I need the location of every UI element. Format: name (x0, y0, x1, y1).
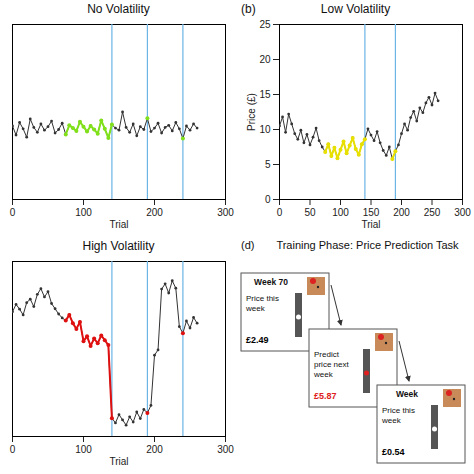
html-text:Training Phase: Price Predicti: Training Phase: Price Prediction Task (276, 239, 459, 251)
svg-text:week: week (245, 304, 266, 313)
svg-text:10: 10 (259, 124, 271, 135)
svg-text:250: 250 (424, 207, 441, 218)
svg-text:0: 0 (10, 444, 16, 455)
svg-text:100: 100 (332, 207, 349, 218)
html-text:No Volatility: No Volatility (87, 2, 150, 16)
svg-text:50: 50 (304, 207, 316, 218)
svg-text:300: 300 (454, 207, 471, 218)
svg-text:150: 150 (363, 207, 380, 218)
svg-text:5: 5 (265, 159, 271, 170)
svg-text:price next: price next (314, 360, 349, 369)
html-text:(b): (b) (241, 2, 256, 16)
svg-text:Week 70: Week 70 (254, 277, 288, 287)
svg-text:300: 300 (217, 444, 234, 455)
svg-text:Trial: Trial (109, 456, 128, 467)
svg-text:0: 0 (10, 207, 16, 218)
svg-text:£2.49: £2.49 (246, 335, 269, 345)
svg-text:Predict: Predict (314, 350, 340, 359)
svg-text:Week: Week (396, 389, 418, 399)
svg-text:0: 0 (277, 207, 283, 218)
svg-text:week: week (313, 370, 334, 379)
svg-text:Price this: Price this (246, 294, 279, 303)
svg-text:Price (£): Price (£) (246, 93, 257, 131)
svg-text:week: week (381, 416, 402, 425)
svg-text:20: 20 (259, 54, 271, 65)
svg-text:Trial: Trial (109, 219, 128, 230)
svg-text:300: 300 (217, 207, 234, 218)
svg-text:100: 100 (75, 207, 92, 218)
svg-text:200: 200 (146, 207, 163, 218)
svg-text:100: 100 (75, 444, 92, 455)
html-text:High Volatility: High Volatility (82, 239, 155, 253)
svg-text:0: 0 (265, 194, 271, 205)
html-text:Low Volatility: Low Volatility (320, 2, 391, 16)
svg-text:200: 200 (393, 207, 410, 218)
svg-text:Trial: Trial (361, 219, 380, 230)
html-text:(d): (d) (241, 239, 255, 251)
svg-text:Price this: Price this (382, 406, 415, 415)
svg-text:25: 25 (259, 19, 271, 30)
svg-text:200: 200 (146, 444, 163, 455)
svg-text:15: 15 (259, 89, 271, 100)
svg-text:£5.87: £5.87 (314, 391, 337, 401)
svg-text:£0.54: £0.54 (382, 447, 405, 457)
